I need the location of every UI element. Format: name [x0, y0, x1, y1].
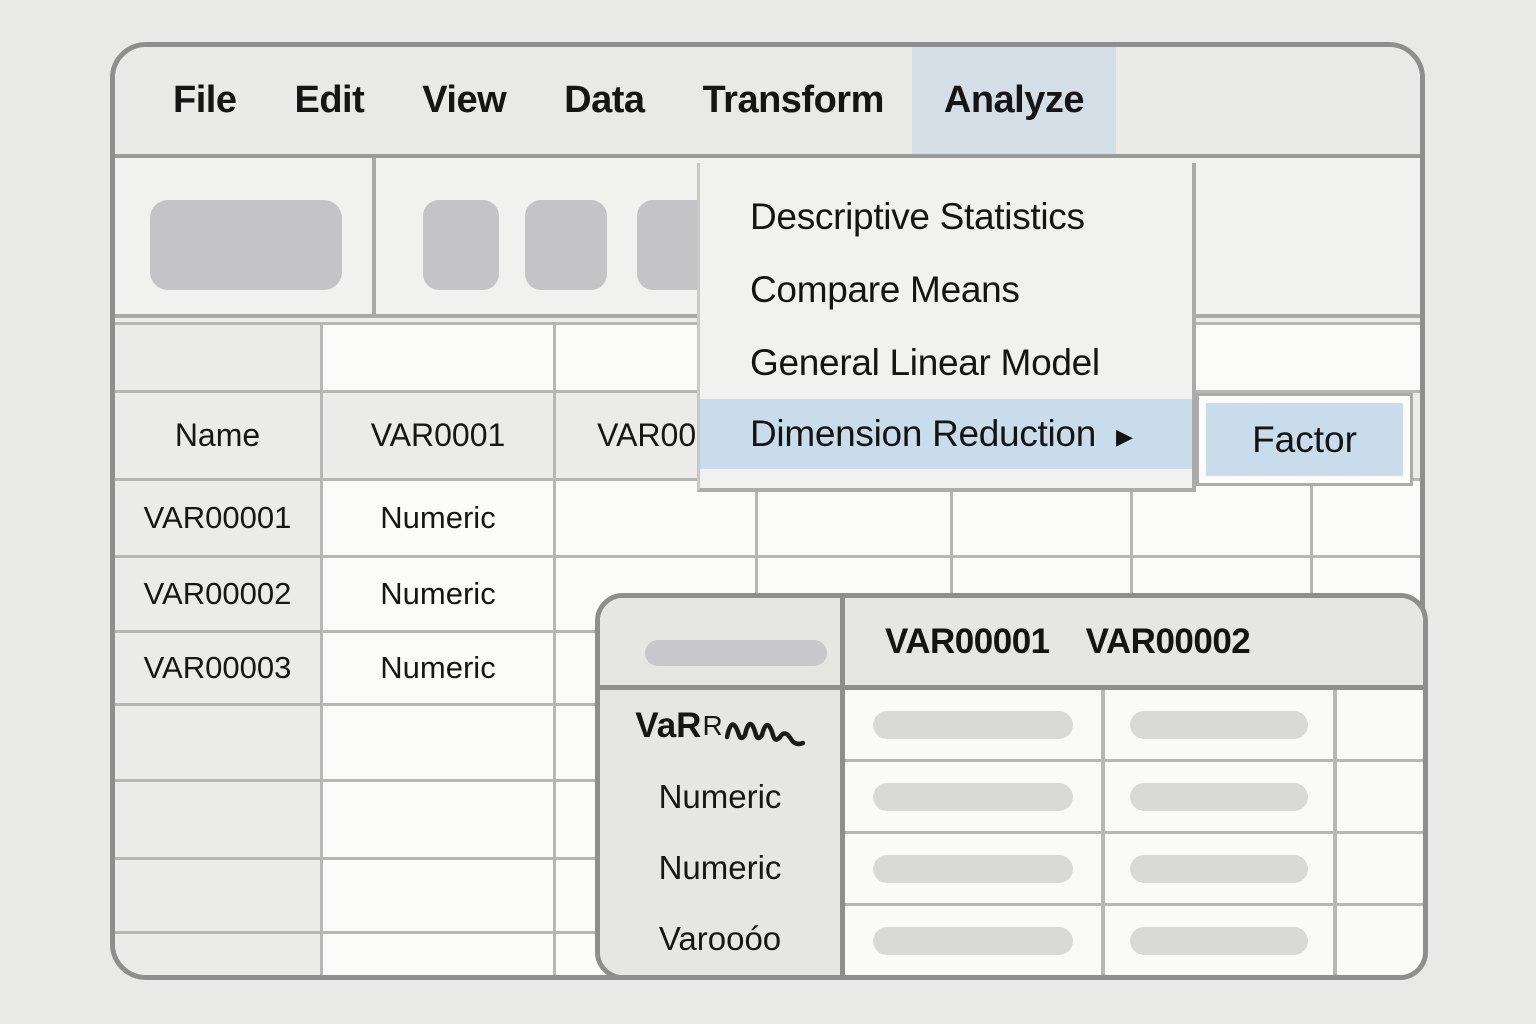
column-header-var0001[interactable]: VAR0001: [323, 393, 553, 478]
dialog-cell[interactable]: [1337, 834, 1423, 903]
menu-item-dimension-reduction[interactable]: Dimension Reduction ▶: [700, 399, 1192, 469]
dialog-grid-row: [845, 834, 1423, 903]
dialog-grid-row: [845, 690, 1423, 759]
cell-name[interactable]: VAR00003: [115, 633, 320, 703]
menu-item-edit[interactable]: Edit: [294, 79, 365, 121]
dialog-column-header-var00001[interactable]: VAR00001: [885, 621, 1050, 661]
table-cell[interactable]: [323, 706, 553, 779]
menu-item-general-linear-model[interactable]: General Linear Model: [750, 341, 1100, 383]
scribble-prefix: VaR: [635, 705, 702, 745]
submenu-arrow-icon: ▶: [1115, 423, 1133, 449]
dialog-grid-row: [845, 906, 1423, 975]
menu-item-data[interactable]: Data: [564, 79, 645, 121]
dimension-reduction-label: Dimension Reduction: [750, 413, 1096, 454]
scribble-squiggle-icon: [724, 721, 805, 746]
dialog-cell[interactable]: [845, 762, 1101, 831]
dialog-row-labels: VaR R Numeric Numeric Varooóo: [600, 690, 845, 975]
dialog-row-label: Numeric: [658, 849, 782, 887]
dialog-data-grid: [845, 690, 1423, 975]
cell-name[interactable]: VAR00002: [115, 558, 320, 630]
table-cell[interactable]: [115, 706, 320, 779]
toolbar-button-placeholder-1[interactable]: [423, 200, 499, 290]
table-cell[interactable]: [115, 325, 320, 390]
table-cell[interactable]: [1313, 481, 1420, 555]
table-cell[interactable]: [1133, 481, 1310, 555]
dialog-grid-row: [845, 762, 1423, 831]
header-placeholder-pill: [645, 640, 827, 666]
table-cell[interactable]: [953, 481, 1130, 555]
dialog-header-corner: [600, 598, 845, 685]
cell-name[interactable]: VAR00001: [115, 481, 320, 555]
column-header-name[interactable]: Name: [115, 393, 320, 478]
dialog-cell[interactable]: [1337, 906, 1423, 975]
dialog-cell[interactable]: [1105, 762, 1333, 831]
value-placeholder-pill: [1130, 854, 1308, 883]
cell-type[interactable]: Numeric: [323, 481, 553, 555]
value-placeholder-pill: [873, 782, 1073, 811]
menu-item-view[interactable]: View: [422, 79, 507, 121]
cell-type[interactable]: Numeric: [323, 633, 553, 703]
dialog-row-label: Numeric: [658, 777, 782, 815]
dialog-cell[interactable]: [845, 834, 1101, 903]
table-cell[interactable]: [115, 782, 320, 857]
table-cell[interactable]: [323, 782, 553, 857]
table-cell[interactable]: [115, 860, 320, 931]
dialog-cell[interactable]: [1105, 834, 1333, 903]
table-cell[interactable]: [115, 934, 320, 975]
analyze-dropdown-menu: Descriptive Statistics Compare Means Gen…: [697, 163, 1196, 492]
value-placeholder-pill: [1130, 782, 1308, 811]
menu-item-file[interactable]: File: [173, 79, 237, 121]
dialog-cell[interactable]: [1337, 762, 1423, 831]
dialog-body: VaR R Numeric Numeric Varooóo: [600, 690, 1423, 975]
dialog-cell[interactable]: [1105, 690, 1333, 759]
dialog-header: VAR00001 VAR00002: [600, 598, 1423, 690]
table-cell[interactable]: [758, 481, 950, 555]
submenu-item-factor[interactable]: Factor: [1206, 403, 1403, 476]
toolbar-button-placeholder-2[interactable]: [525, 200, 607, 290]
dialog-row-label-scribble: VaR R: [600, 690, 840, 761]
dialog-cell[interactable]: [845, 906, 1101, 975]
value-placeholder-pill: [873, 926, 1073, 955]
value-placeholder-pill: [1130, 710, 1308, 739]
dialog-cell[interactable]: [1337, 690, 1423, 759]
table-cell[interactable]: [323, 325, 553, 390]
toolbar-section-right: [376, 158, 1420, 314]
value-placeholder-pill: [873, 710, 1073, 739]
value-placeholder-pill: [873, 854, 1073, 883]
menu-item-analyze[interactable]: Analyze: [911, 47, 1116, 154]
menu-bar: File Edit View Data Transform Analyze: [115, 47, 1420, 158]
dialog-window: VAR00001 VAR00002 VaR R Numeric Numeric V…: [595, 593, 1428, 980]
dialog-cell[interactable]: [845, 690, 1101, 759]
dialog-column-headers: VAR00001 VAR00002: [845, 598, 1423, 685]
dimension-reduction-submenu: Factor: [1196, 393, 1413, 486]
dialog-row-label: Varooóo: [658, 920, 782, 958]
scribble-suffix: R: [702, 709, 723, 741]
table-cell[interactable]: [323, 934, 553, 975]
toolbar-section-left: [115, 158, 376, 314]
table-cell[interactable]: [556, 481, 755, 555]
menu-item-descriptive-statistics[interactable]: Descriptive Statistics: [750, 195, 1085, 237]
cell-type[interactable]: Numeric: [323, 558, 553, 630]
dialog-column-header-var00002[interactable]: VAR00002: [1085, 621, 1251, 661]
value-placeholder-pill: [1130, 926, 1308, 955]
table-cell[interactable]: [323, 860, 553, 931]
dialog-cell[interactable]: [1105, 906, 1333, 975]
toolbar-button-placeholder-large[interactable]: [150, 200, 342, 290]
table-row: VAR00001 Numeric: [115, 481, 1420, 555]
menu-item-transform[interactable]: Transform: [702, 79, 885, 121]
menu-item-compare-means[interactable]: Compare Means: [750, 268, 1020, 310]
